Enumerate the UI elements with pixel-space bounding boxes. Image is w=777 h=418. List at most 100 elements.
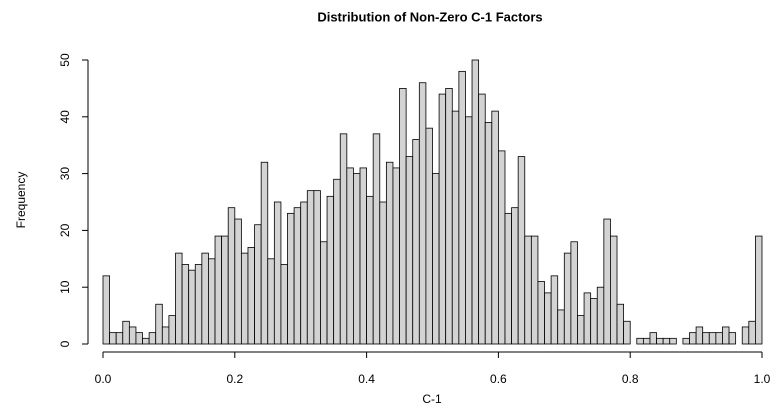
bar bbox=[267, 258, 275, 345]
bar bbox=[306, 190, 315, 345]
bar bbox=[748, 320, 756, 345]
bar bbox=[570, 241, 578, 345]
bar bbox=[689, 332, 697, 345]
bar bbox=[662, 337, 671, 345]
y-tick-label: 10 bbox=[58, 280, 72, 294]
bar bbox=[372, 133, 381, 345]
y-tick-label: 40 bbox=[58, 110, 72, 124]
bar bbox=[728, 332, 737, 345]
bar bbox=[280, 264, 288, 345]
bar bbox=[557, 309, 565, 345]
bar bbox=[148, 332, 157, 345]
bar bbox=[530, 235, 539, 345]
bar bbox=[379, 201, 387, 345]
bar bbox=[155, 303, 163, 345]
bar bbox=[300, 201, 308, 345]
bar bbox=[471, 59, 480, 345]
bar bbox=[623, 320, 631, 345]
bar bbox=[642, 337, 651, 345]
bar bbox=[610, 235, 618, 345]
bar bbox=[142, 337, 150, 345]
bar bbox=[405, 156, 414, 345]
bar bbox=[208, 258, 216, 345]
bar bbox=[590, 298, 598, 345]
bar bbox=[194, 264, 203, 345]
bar bbox=[583, 292, 592, 345]
bar bbox=[755, 235, 763, 345]
bar bbox=[702, 332, 710, 345]
x-tick-label: 0.8 bbox=[622, 372, 639, 386]
bar bbox=[524, 235, 532, 345]
chart-title: Distribution of Non-Zero C-1 Factors bbox=[317, 9, 542, 24]
y-tick-label: 30 bbox=[58, 167, 72, 181]
bar bbox=[293, 207, 302, 345]
bar bbox=[122, 320, 130, 345]
bar bbox=[234, 218, 242, 345]
bar bbox=[188, 269, 196, 345]
bar bbox=[484, 122, 493, 345]
bar bbox=[175, 252, 183, 345]
bar bbox=[240, 252, 249, 345]
bar bbox=[445, 88, 453, 345]
x-tick-label: 0.6 bbox=[490, 372, 507, 386]
bar bbox=[201, 252, 209, 345]
x-tick-label: 0.0 bbox=[95, 372, 112, 386]
bar bbox=[708, 332, 717, 345]
bar bbox=[346, 167, 354, 345]
bar bbox=[656, 337, 664, 345]
bar bbox=[385, 161, 394, 345]
bar bbox=[458, 70, 466, 345]
bar bbox=[497, 150, 506, 345]
bar bbox=[320, 241, 328, 345]
bar bbox=[563, 252, 572, 345]
bar bbox=[412, 139, 420, 345]
bar bbox=[109, 332, 117, 345]
bar bbox=[102, 275, 110, 345]
bar bbox=[353, 173, 361, 345]
bar bbox=[339, 133, 348, 345]
bar bbox=[603, 218, 611, 345]
bar bbox=[438, 93, 447, 345]
bar bbox=[287, 212, 295, 345]
bar bbox=[504, 212, 512, 345]
bar bbox=[254, 224, 262, 345]
bar bbox=[636, 337, 644, 345]
x-tick-label: 0.4 bbox=[358, 372, 375, 386]
bar bbox=[333, 178, 341, 345]
bar bbox=[135, 332, 143, 345]
bar bbox=[221, 235, 229, 345]
bar bbox=[392, 167, 400, 345]
y-tick-label: 0 bbox=[58, 340, 72, 347]
bar bbox=[273, 201, 282, 345]
bar bbox=[161, 326, 170, 345]
bar bbox=[366, 195, 374, 345]
bar bbox=[432, 173, 440, 345]
bar bbox=[741, 326, 750, 345]
bar bbox=[128, 326, 137, 345]
bar bbox=[214, 235, 223, 345]
bar bbox=[399, 88, 407, 345]
bar bbox=[616, 303, 625, 345]
y-tick-label: 50 bbox=[58, 53, 72, 67]
bar bbox=[359, 167, 368, 345]
bar bbox=[550, 275, 559, 345]
y-axis-label: Frequency bbox=[14, 172, 28, 229]
bar bbox=[260, 161, 269, 345]
bar bbox=[682, 337, 690, 345]
bar bbox=[181, 264, 190, 345]
bar bbox=[451, 110, 460, 345]
bar bbox=[537, 281, 545, 345]
bar bbox=[326, 195, 335, 345]
bar bbox=[465, 116, 473, 345]
bar bbox=[478, 93, 486, 345]
bar bbox=[425, 127, 433, 345]
bar bbox=[695, 326, 704, 345]
bar bbox=[168, 315, 176, 345]
bar bbox=[596, 286, 605, 345]
x-tick-label: 0.2 bbox=[226, 372, 243, 386]
y-tick-label: 20 bbox=[58, 223, 72, 237]
bar bbox=[491, 110, 499, 345]
bar bbox=[577, 315, 585, 345]
